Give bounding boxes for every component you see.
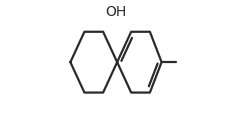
Text: OH: OH: [106, 5, 127, 19]
